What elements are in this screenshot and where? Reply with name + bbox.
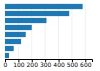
x-tick-label: 200 — [27, 61, 39, 68]
bars — [5, 4, 83, 58]
x-tick: 400 — [53, 59, 65, 68]
bar — [5, 25, 32, 30]
x-tick-label: 100 — [13, 61, 25, 68]
x-tick: 500 — [67, 59, 79, 68]
x-tick-label: 0 — [4, 61, 8, 68]
x-tick: 0 — [4, 59, 8, 68]
x-axis: 0 100200300400500600 — [4, 59, 93, 68]
grid — [5, 3, 85, 59]
grid-line — [85, 3, 86, 59]
x-tick-label: 500 — [67, 61, 79, 68]
x-tick: 300 — [40, 59, 52, 68]
grid-line — [71, 3, 72, 59]
bar — [5, 11, 69, 16]
x-tick-label: 300 — [40, 61, 52, 68]
chart: 0 100200300400500600 — [0, 0, 100, 71]
bar — [5, 46, 14, 51]
bar — [5, 18, 46, 23]
bar — [5, 39, 21, 44]
bar — [5, 53, 9, 58]
plot: 0 100200300400500600 — [4, 3, 93, 68]
bar — [5, 4, 83, 9]
x-tick: 600 — [80, 59, 92, 68]
x-tick: 100 — [13, 59, 25, 68]
bar — [5, 32, 26, 37]
x-tick-label: 600 — [80, 61, 92, 68]
x-tick-label: 400 — [53, 61, 65, 68]
x-tick: 200 — [27, 59, 39, 68]
